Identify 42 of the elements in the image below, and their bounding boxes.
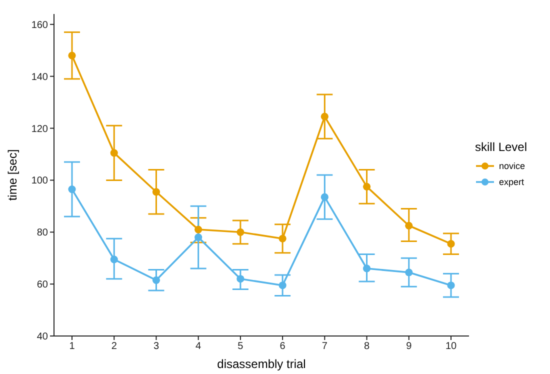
point xyxy=(152,188,160,196)
legend-label: expert xyxy=(499,177,524,187)
x-tick-label: 3 xyxy=(153,341,160,352)
x-tick-label: 10 xyxy=(445,341,457,352)
point xyxy=(405,268,413,276)
x-tick-label: 1 xyxy=(69,341,76,352)
point xyxy=(405,222,413,230)
point xyxy=(278,282,286,290)
y-tick-label: 60 xyxy=(36,280,48,291)
point xyxy=(194,234,202,242)
x-axis-title: disassembly trial xyxy=(217,357,306,371)
y-tick-label: 40 xyxy=(36,332,48,343)
x-tick-label: 4 xyxy=(196,341,202,352)
x-tick-label: 9 xyxy=(406,341,412,352)
point xyxy=(362,264,371,272)
point xyxy=(447,282,455,290)
point xyxy=(320,112,328,120)
x-tick-label: 8 xyxy=(364,341,370,352)
x-tick-label: 7 xyxy=(322,341,328,352)
point xyxy=(236,228,244,236)
point xyxy=(152,276,160,284)
point xyxy=(68,52,76,60)
point xyxy=(447,240,455,248)
y-tick-label: 100 xyxy=(31,176,48,187)
x-tick-label: 6 xyxy=(280,341,286,352)
legend-title: skill Level xyxy=(475,140,528,154)
y-tick-label: 140 xyxy=(31,72,48,83)
y-tick-label: 160 xyxy=(31,20,48,31)
point xyxy=(194,226,202,234)
point xyxy=(320,193,328,201)
point xyxy=(110,256,118,264)
point xyxy=(278,234,286,242)
point xyxy=(110,149,118,157)
legend-label: novice xyxy=(499,161,526,171)
y-tick-label: 120 xyxy=(31,124,48,135)
x-tick-label: 2 xyxy=(111,341,118,352)
point xyxy=(68,185,76,194)
point xyxy=(362,182,371,190)
y-axis-title: time [sec] xyxy=(5,149,20,201)
x-tick-label: 5 xyxy=(238,341,244,352)
point xyxy=(236,275,244,283)
y-tick-label: 80 xyxy=(36,228,48,239)
